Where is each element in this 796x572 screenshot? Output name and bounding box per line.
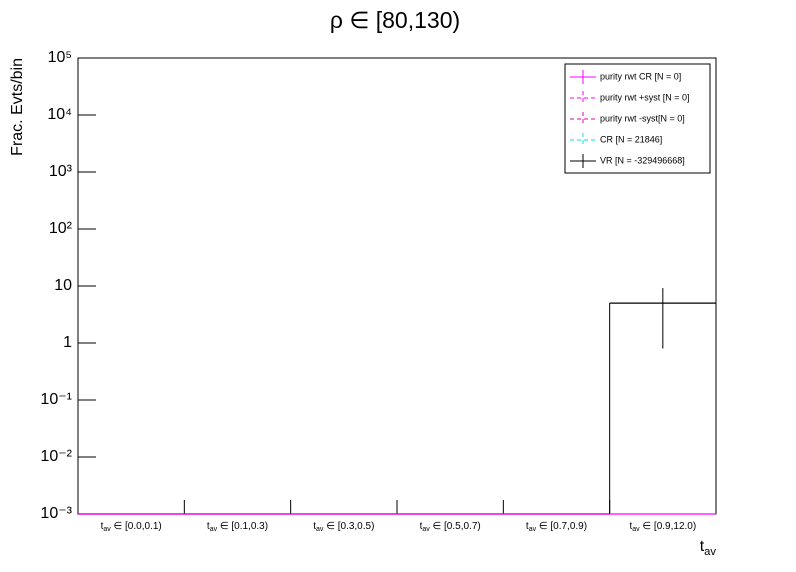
legend-box xyxy=(564,63,711,174)
x-tick-label: tav ∈ [0.9,12.0) xyxy=(629,521,696,533)
y-tick-label: 10 xyxy=(54,277,72,294)
legend-label: purity rwt +syst [N = 0] xyxy=(600,92,690,102)
legend-label: purity rwt -syst[N = 0] xyxy=(600,113,685,123)
x-tick-label: tav ∈ [0.7,0.9) xyxy=(526,521,587,533)
x-tick-label: tav ∈ [0.1,0.3) xyxy=(207,521,268,533)
y-tick-label: 10⁻² xyxy=(40,448,72,465)
legend-label: CR [N = 21846] xyxy=(600,134,662,144)
x-tick-label: tav ∈ [0.5,0.7) xyxy=(420,521,481,533)
y-tick-label: 10⁻¹ xyxy=(40,391,72,408)
legend-label: purity rwt CR [N = 0] xyxy=(600,71,681,81)
x-axis-label: tav xyxy=(700,538,717,558)
chart-title: ρ ∈ [80,130) xyxy=(330,7,460,33)
y-tick-label: 10³ xyxy=(49,163,73,180)
y-tick-label: 10⁵ xyxy=(48,49,72,66)
y-tick-label: 10² xyxy=(49,220,73,237)
y-axis-label: Frac. Evts/bin xyxy=(9,58,26,156)
y-tick-label: 10⁻³ xyxy=(40,505,72,522)
y-tick-label: 1 xyxy=(63,334,72,351)
legend-label: VR [N = -329496668] xyxy=(600,155,685,165)
y-tick-label: 10⁴ xyxy=(47,106,72,123)
x-tick-label: tav ∈ [0.0,0.1) xyxy=(101,521,162,533)
x-tick-label: tav ∈ [0.3,0.5) xyxy=(313,521,374,533)
